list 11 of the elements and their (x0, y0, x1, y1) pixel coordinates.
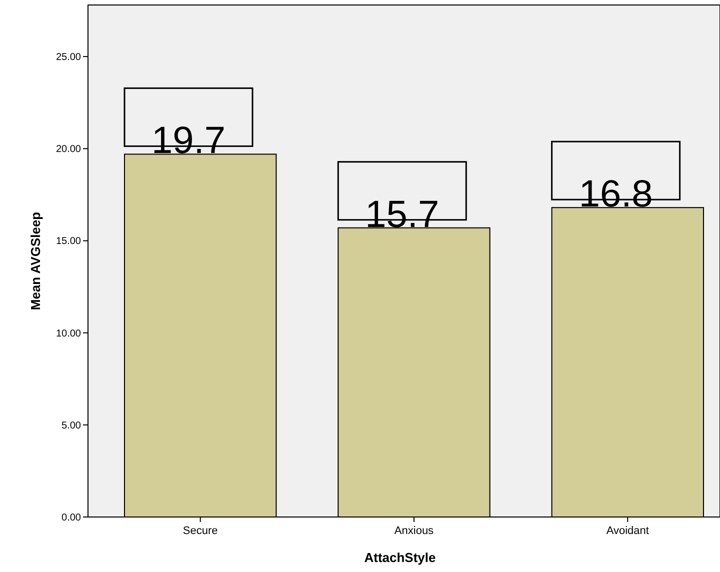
x-axis-title: AttachStyle (364, 550, 436, 565)
y-tick-label: 25.00 (56, 52, 82, 64)
x-tick-label: Anxious (394, 525, 434, 537)
y-tick-label: 0.00 (62, 512, 82, 524)
y-tick-label: 10.00 (56, 328, 82, 340)
y-tick-label: 15.00 (56, 236, 82, 248)
x-tick-label: Secure (182, 525, 218, 537)
x-tick-label: Avoidant (606, 525, 649, 537)
y-axis-title: Mean AVGSleep (28, 212, 43, 310)
y-tick-label: 20.00 (56, 144, 82, 156)
y-tick-label: 5.00 (62, 420, 82, 432)
